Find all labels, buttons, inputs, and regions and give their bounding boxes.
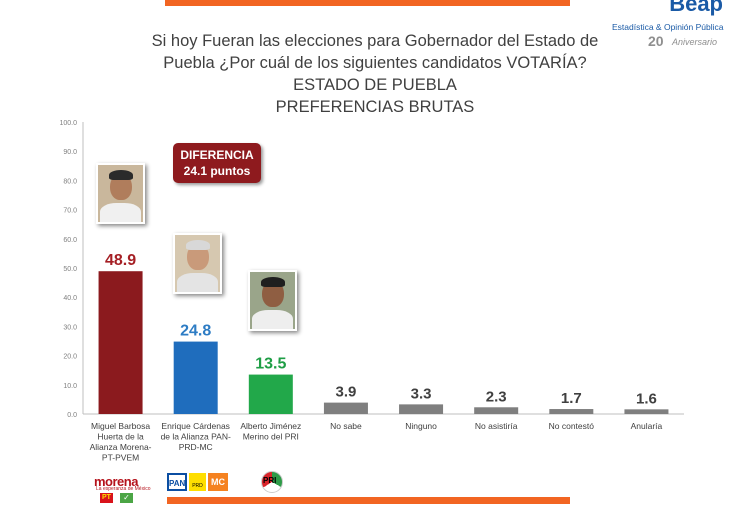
data-label: 2.3 (486, 388, 507, 405)
bottom-accent-bar (167, 497, 570, 504)
top-accent-bar (165, 0, 570, 6)
x-tick-label: Anularía (631, 421, 663, 431)
y-tick-label: 20.0 (63, 354, 77, 361)
question-line-1: Si hoy Fueran las elecciones para Gobern… (151, 32, 599, 50)
x-tick-label: No contestó (549, 421, 595, 431)
data-label: 13.5 (255, 356, 286, 373)
bar (624, 409, 669, 414)
data-label: 1.6 (636, 390, 657, 407)
morena-logo: morena (94, 474, 138, 489)
pri-logo-text: PRI (263, 476, 277, 485)
bar (399, 404, 444, 414)
candidate-photo-cardenas (173, 233, 222, 294)
x-tick-label: Ninguno (405, 421, 437, 431)
x-tick-label: No asistiría (475, 421, 518, 431)
difference-callout: DIFERENCIA 24.1 puntos (173, 143, 261, 183)
y-tick-label: 50.0 (63, 266, 77, 273)
subtitle-state: ESTADO DE PUEBLA (293, 76, 457, 94)
candidate-photo-jimenez (248, 270, 297, 331)
x-tick-label: Enrique Cárdenas (161, 421, 230, 431)
logo-wordmark: Beap (669, 0, 723, 16)
beap-logo: Beap Estadística & Opinión Pública 20 An… (608, 0, 729, 49)
y-tick-label: 60.0 (63, 237, 77, 244)
bar (323, 402, 368, 414)
data-label: 48.9 (105, 252, 136, 269)
logo-anniversary-word: Aniversario (672, 37, 718, 47)
data-label: 24.8 (180, 323, 211, 340)
pri-logo (261, 471, 283, 493)
logo-subtitle: Estadística & Opinión Pública (612, 22, 724, 32)
candidate-photo-barbosa (96, 163, 145, 224)
x-tick-label: Alianza Morena- (90, 442, 152, 452)
x-tick-label: PRD-MC (179, 442, 213, 452)
x-tick-label: Huerta de la (97, 432, 144, 442)
pvem-logo: ✓ (120, 493, 133, 503)
bar (98, 271, 143, 414)
y-tick-label: 90.0 (63, 149, 77, 156)
bar (248, 374, 293, 414)
y-tick-label: 100.0 (59, 120, 77, 127)
bar (474, 407, 519, 414)
x-tick-label: Merino del PRI (243, 432, 299, 442)
question-line-2: Puebla ¿Por cuál de los siguientes candi… (163, 54, 587, 72)
difference-label: DIFERENCIA (180, 148, 254, 162)
difference-value: 24.1 puntos (183, 164, 251, 178)
x-tick-label: de la Alianza PAN- (161, 432, 231, 442)
data-label: 3.3 (411, 385, 432, 402)
y-tick-label: 40.0 (63, 295, 77, 302)
y-tick-label: 80.0 (63, 178, 77, 185)
logo-anniversary-number: 20 (648, 33, 664, 49)
data-label: 3.9 (336, 384, 357, 401)
x-tick-label: Alberto Jiménez (240, 421, 301, 431)
bar (549, 409, 594, 414)
y-tick-label: 0.0 (67, 412, 77, 419)
y-tick-label: 10.0 (63, 383, 77, 390)
mc-logo: MC (208, 473, 228, 491)
morena-tagline: La esperanza de México (96, 486, 151, 492)
chart-title: Si hoy Fueran las elecciones para Gobern… (130, 30, 620, 118)
pt-logo: PT (100, 493, 113, 503)
bar (173, 341, 218, 414)
data-label: 1.7 (561, 390, 582, 407)
x-tick-label: No sabe (330, 421, 362, 431)
prd-logo: PRD (189, 473, 206, 491)
x-tick-label: Miguel Barbosa (91, 421, 150, 431)
y-tick-label: 70.0 (63, 208, 77, 215)
subtitle-preferences: PREFERENCIAS BRUTAS (275, 98, 475, 116)
y-tick-label: 30.0 (63, 324, 77, 331)
pan-logo: PAN (167, 473, 187, 491)
x-tick-label: PT-PVEM (102, 453, 139, 463)
